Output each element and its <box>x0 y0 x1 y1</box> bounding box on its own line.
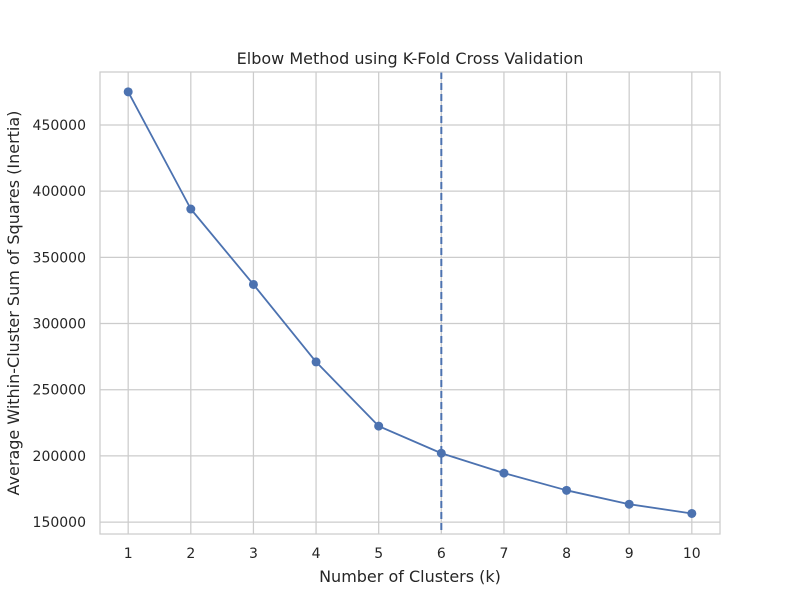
data-point <box>499 468 509 478</box>
data-point <box>311 357 321 367</box>
data-point <box>624 499 634 509</box>
x-tick-label: 9 <box>625 546 634 562</box>
chart-title: Elbow Method using K-Fold Cross Validati… <box>237 49 584 68</box>
x-tick-label: 4 <box>312 546 321 562</box>
y-tick-labels: 150000 200000 250000 300000 350000 400000 4500… <box>33 118 86 531</box>
data-point <box>562 485 572 495</box>
y-axis-label: Average Within-Cluster Sum of Squares (I… <box>4 111 23 496</box>
x-tick-label: 2 <box>186 546 195 562</box>
series-layer <box>123 87 697 518</box>
y-tick-label: 300000 <box>33 317 86 333</box>
y-tick-label: 150000 <box>33 515 86 531</box>
data-point <box>123 87 133 97</box>
data-point <box>374 421 384 431</box>
x-tick-label: 8 <box>562 546 571 562</box>
y-tick-label: 450000 <box>33 118 86 134</box>
x-tick-label: 1 <box>124 546 133 562</box>
x-tick-label: 10 <box>683 546 701 562</box>
y-tick-label: 250000 <box>33 383 86 399</box>
y-tick-label: 400000 <box>33 184 86 200</box>
plot-frame <box>99 71 721 535</box>
y-tick-label: 350000 <box>33 250 86 266</box>
data-point <box>248 279 258 289</box>
x-tick-labels: 1 2 3 4 5 6 7 8 9 10 <box>124 546 701 562</box>
data-point <box>436 448 446 458</box>
data-point <box>687 508 697 518</box>
x-tick-label: 5 <box>374 546 383 562</box>
series-line <box>127 91 692 515</box>
x-tick-label: 6 <box>437 546 446 562</box>
x-tick-label: 7 <box>499 546 508 562</box>
data-point <box>186 204 196 214</box>
x-axis-label: Number of Clusters (k) <box>319 567 501 586</box>
y-tick-label: 200000 <box>33 449 86 465</box>
x-tick-label: 3 <box>249 546 258 562</box>
